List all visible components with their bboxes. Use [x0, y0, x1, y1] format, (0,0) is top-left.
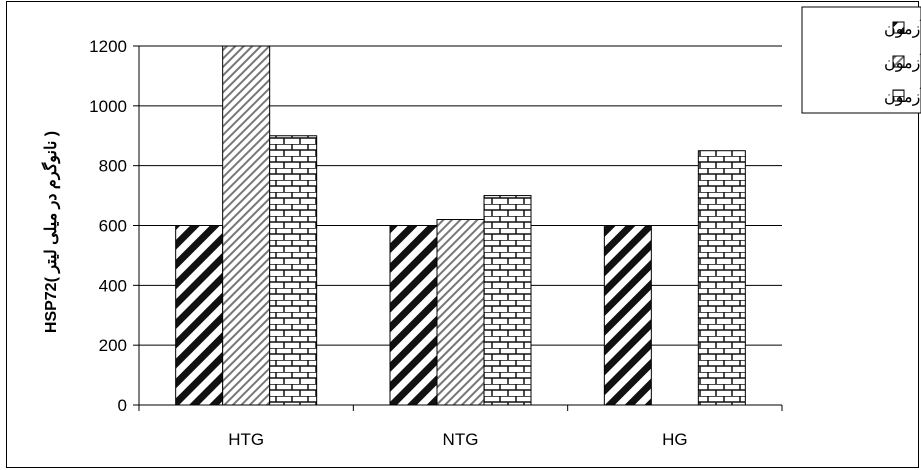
y-tick-label: 1200 [89, 37, 127, 56]
y-axis-label: HSP72( نانوگرم در میلی لیتر ) [41, 131, 61, 333]
bar-ntg-series-1 [389, 225, 438, 406]
y-tick-label: 1000 [89, 97, 127, 116]
x-tick-label: HTG [228, 430, 264, 449]
bar-ntg-series-3 [483, 195, 532, 406]
bar-htg-series-3 [269, 135, 318, 406]
y-tick-label: 0 [118, 396, 127, 415]
legend-swatch [892, 55, 905, 68]
legend-swatch [892, 89, 905, 102]
legend-label: میان آزمون [884, 52, 921, 72]
bar-htg-series-1 [175, 225, 224, 406]
legend: پیش آزمون میان آزمون پس آزمون [801, 6, 921, 114]
legend-swatch [892, 21, 905, 34]
x-tick-label: NTG [443, 430, 479, 449]
y-tick-label: 200 [99, 336, 127, 355]
bars-group [175, 45, 746, 406]
y-tick-label: 800 [99, 157, 127, 176]
bar-htg-series-2 [222, 45, 271, 406]
bar-hg-series-3 [697, 150, 746, 406]
bar-ntg-series-2 [436, 219, 485, 406]
bar-hg-series-1 [603, 225, 652, 406]
outer-frame [6, 1, 919, 468]
x-tick-label: HG [662, 430, 688, 449]
y-tick-label: 400 [99, 276, 127, 295]
axes-group: 0 200 400 600 800 1000 1200 HTG NTG HG [89, 37, 783, 449]
y-tick-label: 600 [99, 217, 127, 236]
legend-label: پیش آزمون [884, 18, 921, 38]
legend-label: پس آزمون [884, 86, 921, 106]
